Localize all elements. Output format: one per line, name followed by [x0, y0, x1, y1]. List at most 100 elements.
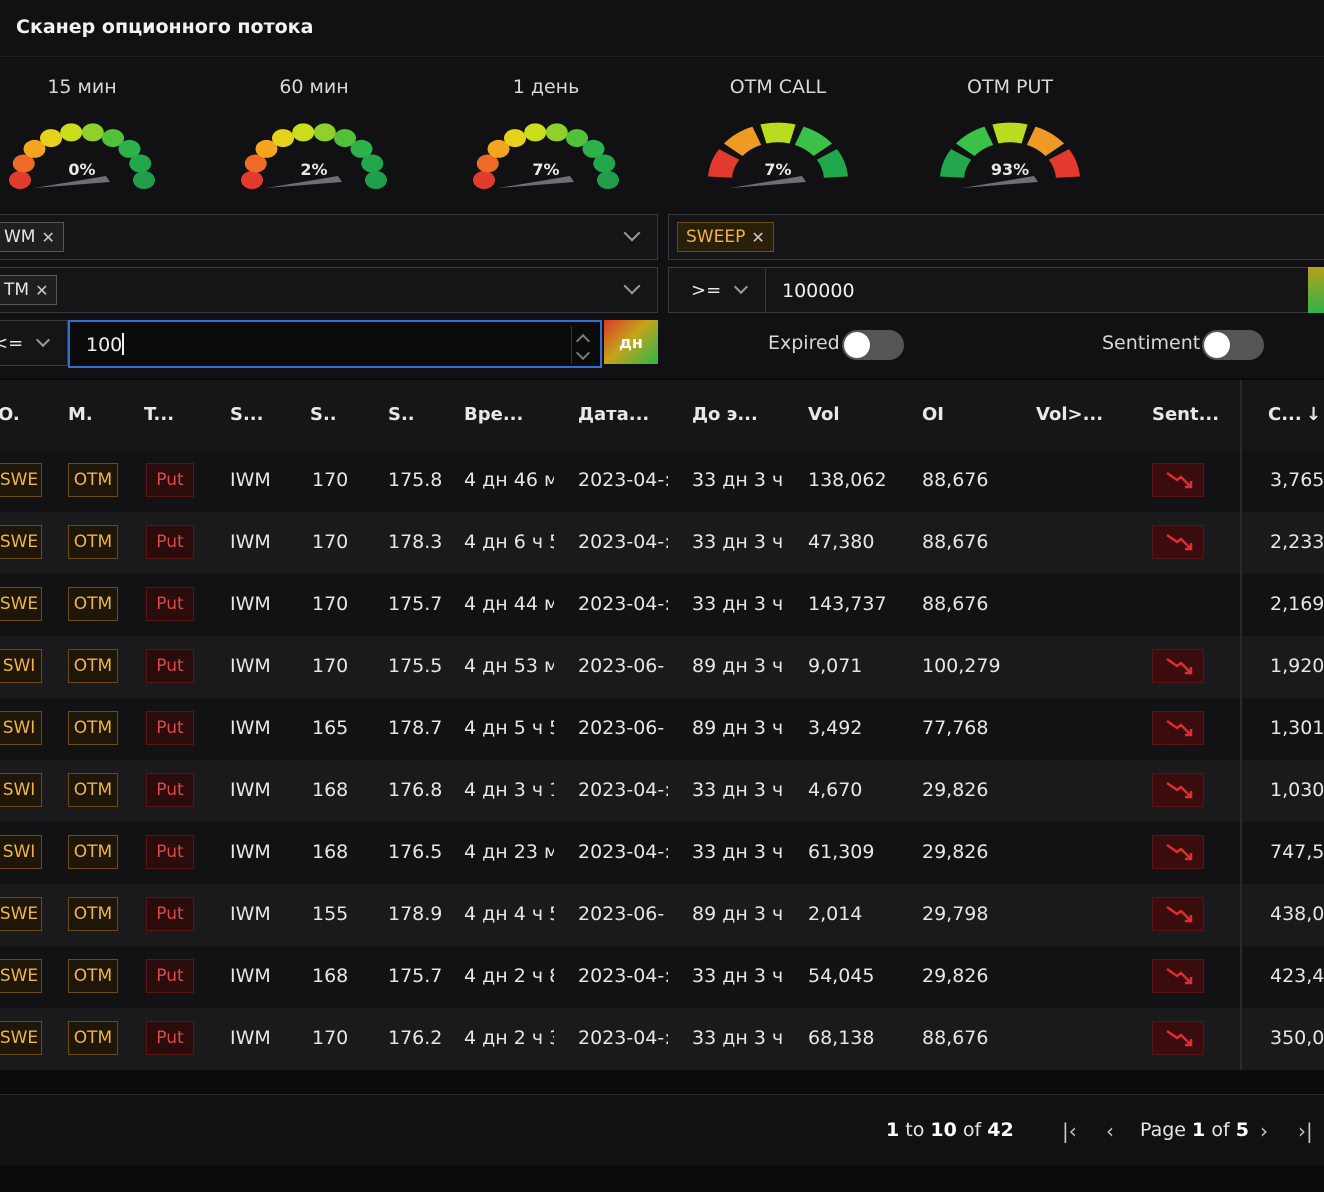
column-header[interactable]: O.: [0, 404, 20, 425]
open-interest-cell: 88,676: [922, 1027, 989, 1049]
gauge-needle: [962, 176, 1038, 188]
app-title: Сканер опционного потока: [16, 16, 314, 38]
gauge-needle: [498, 176, 574, 188]
symbol-cell: IWM: [230, 779, 271, 801]
column-header[interactable]: T...: [144, 404, 175, 425]
gauge-dial: [940, 122, 1080, 188]
table-row[interactable]: SWI OTM Put IWM 168 176.5 4 дн 23 м 2023-04-: 33…: [0, 822, 1324, 884]
volume-cell: 9,071: [808, 655, 863, 677]
gauge-needle: [34, 176, 110, 188]
column-header[interactable]: M.: [68, 404, 93, 425]
days-unit-button[interactable]: дн: [604, 320, 658, 364]
gauge-segment: [361, 154, 384, 173]
column-header[interactable]: S..: [310, 404, 337, 425]
gauge-label: 1 день: [512, 76, 580, 98]
next-page-icon[interactable]: ›: [1260, 1119, 1268, 1143]
table-row[interactable]: SWE OTM Put IWM 170 178.3 4 дн 6 ч 5 2023-04-: 3…: [0, 512, 1324, 574]
table-row[interactable]: SWI OTM Put IWM 170 175.5 4 дн 53 м 2023-06- 89 …: [0, 636, 1324, 698]
chevron-down-icon[interactable]: [575, 345, 591, 361]
bearish-sentiment-icon: [1152, 711, 1204, 745]
symbol-select[interactable]: WM ✕: [0, 214, 658, 260]
strike-cell: 168: [312, 841, 349, 863]
days-input[interactable]: 100: [68, 320, 602, 368]
trade-type-chip[interactable]: SWEEP ✕: [677, 222, 774, 252]
table-row[interactable]: SWE OTM Put IWM 170 175.7 4 дн 44 м 2023-04-: 33…: [0, 574, 1324, 636]
column-header[interactable]: Vol: [808, 404, 840, 425]
column-header[interactable]: Дата...: [578, 404, 650, 425]
strike-cell: 170: [312, 531, 349, 553]
remove-icon[interactable]: ✕: [41, 227, 55, 247]
expiry-date-cell: 2023-04-:: [578, 1027, 668, 1049]
chevron-down-icon[interactable]: [623, 280, 643, 300]
moneyness-chip-label: TM: [4, 280, 30, 300]
column-header[interactable]: S..: [388, 404, 415, 425]
table-row[interactable]: SWI OTM Put IWM 165 178.7 4 дн 5 ч 5 2023-06- 89…: [0, 698, 1324, 760]
premium-unit-button[interactable]: [1308, 267, 1324, 313]
column-header[interactable]: Вре...: [464, 404, 524, 425]
strike-cell: 170: [312, 655, 349, 677]
cost-cell: 350,00: [1270, 1027, 1324, 1049]
gauge-15min: 15 мин 0%: [0, 58, 172, 208]
chevron-down-icon[interactable]: [623, 227, 643, 247]
moneyness-tag: OTM: [68, 897, 118, 931]
column-header[interactable]: S...: [230, 404, 264, 425]
trade-type-tag: SWI: [0, 835, 42, 869]
column-header[interactable]: Vol>...: [1036, 404, 1104, 425]
gauge-segment: [133, 171, 155, 189]
chevron-down-icon[interactable]: [733, 282, 749, 298]
symbol-cell: IWM: [230, 841, 271, 863]
table-row[interactable]: SWE OTM Put IWM 170 176.2 4 дн 2 ч 3 2023-04-: 3…: [0, 1008, 1324, 1070]
moneyness-chip[interactable]: TM ✕: [0, 275, 58, 305]
sort-desc-icon[interactable]: ↓: [1306, 404, 1322, 425]
prev-page-icon[interactable]: ‹: [1106, 1119, 1114, 1143]
table-row[interactable]: SWI OTM Put IWM 168 176.8 4 дн 3 ч 1 2023-04-: 3…: [0, 760, 1324, 822]
time-cell: 4 дн 46 м: [464, 469, 554, 491]
table-row[interactable]: SWE OTM Put IWM 170 175.8 4 дн 46 м 2023-04-: 33…: [0, 450, 1324, 512]
first-page-icon[interactable]: |‹: [1062, 1119, 1077, 1143]
gauge-segment: [760, 122, 796, 144]
remove-icon[interactable]: ✕: [751, 227, 765, 247]
expiry-date-cell: 2023-04-:: [578, 593, 668, 615]
symbol-chip[interactable]: WM ✕: [0, 222, 64, 252]
row-range: 1 to 10 of 42: [886, 1119, 1014, 1141]
sentiment-toggle[interactable]: [1202, 330, 1264, 360]
moneyness-select[interactable]: TM ✕: [0, 267, 658, 313]
column-header[interactable]: До э...: [692, 404, 758, 425]
days-operator-select[interactable]: <=: [0, 320, 68, 366]
remove-icon[interactable]: ✕: [35, 280, 49, 300]
last-page-icon[interactable]: ›|: [1298, 1119, 1313, 1143]
range-from: 1: [886, 1119, 900, 1141]
expiry-date-cell: 2023-04-:: [578, 531, 668, 553]
gauge-segment: [241, 171, 263, 189]
premium-operator-select[interactable]: >=: [668, 267, 766, 313]
gauge-dial: [9, 123, 155, 189]
chevron-down-icon[interactable]: [35, 335, 51, 351]
column-header[interactable]: OI: [922, 404, 944, 425]
spot-cell: 175.8: [388, 469, 443, 491]
gauge-segment: [476, 154, 499, 173]
moneyness-tag: OTM: [68, 959, 118, 993]
filters-panel: WM ✕ SWEEP ✕ TM ✕ >= 100000 <= 100: [0, 208, 1324, 378]
days-to-expiry-cell: 33 дн 3 ч: [692, 1027, 784, 1049]
cost-cell: 1,920,: [1270, 655, 1324, 677]
trade-type-select[interactable]: SWEEP ✕: [668, 214, 1324, 260]
expired-toggle[interactable]: [842, 330, 904, 360]
column-header[interactable]: Sent...: [1152, 404, 1220, 425]
column-header[interactable]: C...: [1268, 404, 1302, 425]
days-to-expiry-cell: 33 дн 3 ч: [692, 841, 784, 863]
option-type-tag: Put: [146, 773, 194, 807]
table-row[interactable]: SWE OTM Put IWM 155 178.9 4 дн 4 ч 5 2023-06- 89…: [0, 884, 1324, 946]
expiry-date-cell: 2023-04-:: [578, 779, 668, 801]
gauge-label: OTM PUT: [967, 76, 1053, 98]
time-cell: 4 дн 6 ч 5: [464, 531, 554, 553]
premium-input[interactable]: 100000: [765, 267, 1310, 313]
table-row[interactable]: SWE OTM Put IWM 168 175.7 4 дн 2 ч 8 2023-04-: 3…: [0, 946, 1324, 1008]
spinner[interactable]: [571, 326, 596, 364]
gauge-segment: [40, 129, 62, 148]
column-divider[interactable]: [1240, 380, 1242, 1070]
cost-cell: 2,169,: [1270, 593, 1324, 615]
volume-cell: 4,670: [808, 779, 863, 801]
gauge-segment: [940, 149, 972, 178]
gauge-label: 60 мин: [279, 76, 349, 98]
expiry-date-cell: 2023-06-: [578, 655, 665, 677]
